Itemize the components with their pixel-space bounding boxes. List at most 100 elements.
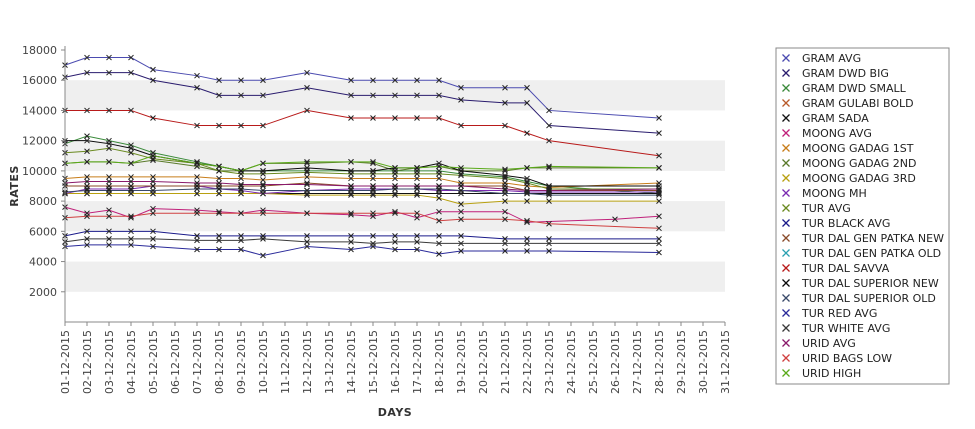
grid-bands bbox=[65, 80, 725, 292]
series-line bbox=[64, 244, 660, 257]
data-point bbox=[502, 216, 508, 223]
legend-marker bbox=[782, 54, 790, 62]
data-point bbox=[524, 236, 530, 242]
data-point bbox=[150, 115, 156, 121]
data-point bbox=[348, 187, 354, 194]
data-point bbox=[348, 211, 354, 218]
data-point bbox=[436, 175, 442, 182]
data-point bbox=[414, 190, 420, 197]
data-point bbox=[304, 187, 310, 194]
x-tick-label: 30-12-2015 bbox=[697, 330, 710, 394]
legend-marker bbox=[782, 189, 790, 197]
x-tick-label: 18-12-2015 bbox=[433, 330, 446, 394]
legend-marker bbox=[782, 129, 790, 137]
data-point bbox=[304, 192, 310, 198]
data-point bbox=[502, 100, 508, 106]
data-point bbox=[370, 210, 376, 217]
data-point bbox=[524, 175, 530, 182]
data-point bbox=[524, 100, 530, 106]
legend-item-label: MOONG AVG bbox=[802, 127, 872, 140]
x-tick-label: 24-12-2015 bbox=[565, 330, 578, 394]
legend-marker bbox=[782, 204, 790, 212]
x-tick-label: 22-12-2015 bbox=[521, 330, 534, 394]
x-tick-label: 21-12-2015 bbox=[499, 330, 512, 394]
legend-marker bbox=[782, 294, 790, 302]
legend-marker bbox=[782, 84, 790, 92]
data-point bbox=[656, 240, 662, 247]
data-point bbox=[84, 137, 90, 144]
data-point bbox=[546, 122, 552, 129]
data-point bbox=[194, 122, 200, 129]
data-point bbox=[194, 186, 200, 192]
legend-marker bbox=[782, 264, 790, 272]
data-point bbox=[106, 242, 112, 248]
data-point bbox=[106, 178, 112, 185]
x-tick-label: 28-12-2015 bbox=[653, 330, 666, 394]
data-point bbox=[84, 183, 90, 189]
data-point bbox=[216, 210, 222, 217]
data-point bbox=[436, 217, 442, 224]
data-point bbox=[238, 186, 244, 192]
data-point bbox=[304, 160, 310, 167]
data-point bbox=[304, 69, 310, 76]
data-point bbox=[216, 186, 222, 192]
x-tick-label: 25-12-2015 bbox=[587, 330, 600, 394]
data-point bbox=[106, 174, 112, 180]
legend-marker bbox=[782, 279, 790, 287]
legend-item-label: GRAM AVG bbox=[802, 52, 861, 65]
data-point bbox=[128, 174, 134, 180]
data-point bbox=[656, 165, 662, 171]
data-point bbox=[502, 122, 508, 129]
data-point bbox=[106, 236, 112, 242]
x-tick-label: 26-12-2015 bbox=[609, 330, 622, 394]
data-point bbox=[128, 228, 134, 235]
data-point bbox=[656, 198, 662, 204]
x-tick-label: 02-12-2015 bbox=[81, 330, 94, 394]
data-point bbox=[106, 213, 112, 220]
data-point bbox=[106, 54, 112, 61]
data-point bbox=[238, 175, 244, 182]
legend: GRAM AVG GRAM DWD BIG GRAM DWD SMALL GRAM G… bbox=[775, 47, 950, 385]
data-point bbox=[348, 239, 354, 245]
data-point bbox=[392, 92, 398, 99]
legend-item-label: GRAM GULABI BOLD bbox=[802, 97, 914, 110]
x-tick-label: 27-12-2015 bbox=[631, 330, 644, 394]
data-point bbox=[546, 187, 552, 194]
data-point bbox=[194, 246, 200, 253]
legend-marker bbox=[782, 369, 790, 377]
legend-marker bbox=[782, 324, 790, 332]
legend-marker bbox=[782, 174, 790, 182]
data-point bbox=[656, 152, 662, 159]
data-point bbox=[414, 115, 420, 121]
x-tick-label: 23-12-2015 bbox=[543, 330, 556, 394]
data-point bbox=[106, 228, 112, 235]
data-point bbox=[502, 186, 508, 192]
data-point bbox=[238, 187, 244, 194]
data-point bbox=[304, 158, 310, 165]
x-tick-label: 11-12-2015 bbox=[279, 330, 292, 394]
data-point bbox=[656, 213, 662, 220]
data-point bbox=[238, 92, 244, 99]
data-point bbox=[106, 207, 112, 214]
data-point bbox=[128, 149, 134, 156]
data-point bbox=[150, 210, 156, 217]
x-tick-label: 04-12-2015 bbox=[125, 330, 138, 394]
data-point bbox=[128, 213, 134, 220]
data-point bbox=[524, 248, 530, 254]
data-point bbox=[546, 236, 552, 242]
data-point bbox=[502, 174, 508, 180]
legend-item-label: MOONG GADAG 2ND bbox=[802, 157, 916, 170]
x-axis-label: DAYS bbox=[378, 406, 412, 419]
data-point bbox=[84, 107, 90, 114]
data-point bbox=[194, 233, 200, 239]
data-point bbox=[260, 187, 266, 194]
data-point bbox=[370, 183, 376, 189]
data-point bbox=[524, 198, 530, 204]
y-tick-label: 18000 bbox=[22, 44, 57, 57]
data-point bbox=[392, 210, 398, 217]
y-axis-label: RATES bbox=[8, 165, 21, 207]
data-point bbox=[436, 251, 442, 257]
series-line bbox=[64, 57, 660, 119]
data-point bbox=[502, 172, 508, 179]
